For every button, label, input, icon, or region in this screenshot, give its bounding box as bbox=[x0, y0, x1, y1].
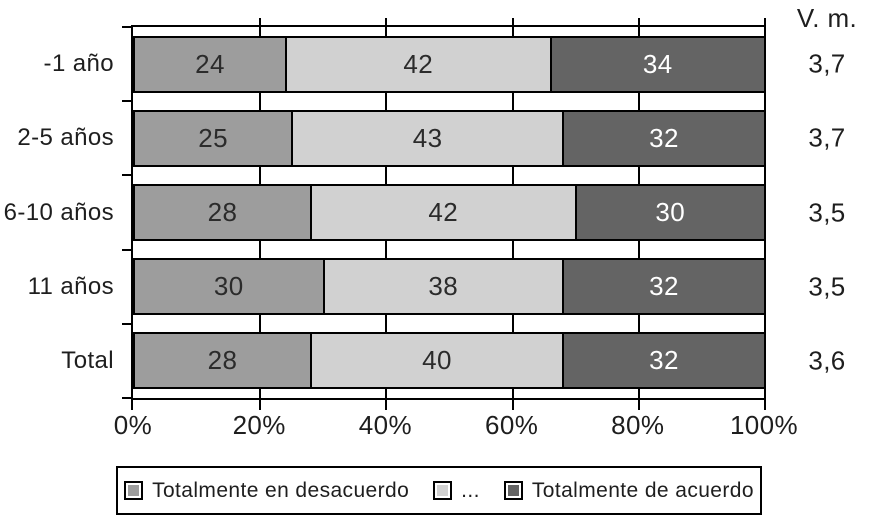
bar-segment: 43 bbox=[291, 109, 564, 167]
bar-segment: 42 bbox=[285, 35, 552, 93]
legend-item: Totalmente de acuerdo bbox=[503, 478, 754, 503]
bar-segment: 24 bbox=[133, 35, 287, 93]
bar-segment: 38 bbox=[322, 258, 564, 316]
bar-segment: 30 bbox=[574, 183, 766, 241]
bar-row: 30 38 32 bbox=[133, 258, 766, 316]
mean-value: 3,6 bbox=[808, 345, 846, 376]
x-axis-label: 80% bbox=[611, 410, 665, 440]
x-tick-20% bbox=[258, 400, 261, 410]
bar-segment: 28 bbox=[133, 183, 312, 241]
x-axis-label: 100% bbox=[729, 410, 799, 440]
right-column-values: 3,7 3,7 3,5 3,5 3,6 bbox=[781, 27, 872, 398]
bar-segment: 32 bbox=[562, 332, 766, 390]
bar-segment: 40 bbox=[310, 332, 564, 390]
x-tick-100% bbox=[764, 400, 766, 410]
legend-swatch-icon bbox=[124, 481, 144, 500]
category-label: 6-10 años bbox=[3, 198, 114, 226]
right-column-header: V. m. bbox=[796, 3, 858, 33]
y-tick bbox=[122, 323, 131, 325]
bar-row: 24 42 34 bbox=[133, 35, 766, 93]
x-axis-label: 0% bbox=[113, 410, 153, 440]
bar-segment: 34 bbox=[549, 35, 766, 93]
bar-segment: 25 bbox=[133, 109, 294, 167]
legend-label: Totalmente de acuerdo bbox=[531, 478, 754, 502]
mean-value: 3,7 bbox=[808, 48, 846, 79]
x-tick-60% bbox=[511, 400, 514, 410]
x-tick-80% bbox=[638, 400, 641, 410]
x-axis-label: 60% bbox=[484, 410, 539, 440]
legend-swatch-icon bbox=[503, 481, 523, 500]
bar-segment: 32 bbox=[562, 109, 766, 167]
y-tick bbox=[122, 174, 131, 176]
top-tick-40 bbox=[385, 18, 388, 25]
y-tick bbox=[122, 26, 131, 28]
legend-item: Totalmente en desacuerdo bbox=[124, 479, 409, 503]
plot-area: 24 42 34 25 43 32 28 42 30 30 38 32 28 40 32 bbox=[122, 18, 766, 410]
bar-segment: 28 bbox=[133, 332, 312, 390]
category-axis: -1 año 2-5 años 6-10 años 11 años Total bbox=[0, 27, 114, 398]
mean-value: 3,7 bbox=[808, 122, 846, 153]
bar-row: 25 43 32 bbox=[133, 109, 766, 167]
legend-label: Totalmente en desacuerdo bbox=[152, 478, 410, 502]
top-tick-60 bbox=[511, 18, 514, 25]
legend-item: ... bbox=[433, 479, 480, 503]
x-axis-label: 20% bbox=[232, 410, 286, 440]
x-tick-0% bbox=[131, 400, 133, 410]
mean-value: 3,5 bbox=[808, 271, 846, 302]
legend-label: ... bbox=[461, 478, 480, 502]
x-tick-40% bbox=[385, 400, 388, 410]
top-tick-20 bbox=[258, 18, 261, 25]
x-axis-label: 40% bbox=[358, 410, 413, 440]
legend: Totalmente en desacuerdo... Totalmente de… bbox=[116, 466, 762, 515]
category-label: 2-5 años bbox=[17, 124, 114, 152]
bar-row: 28 42 30 bbox=[133, 183, 766, 241]
top-tick-80 bbox=[638, 18, 641, 25]
legend-swatch-icon bbox=[433, 481, 453, 500]
y-tick bbox=[122, 249, 131, 251]
top-tick-100 bbox=[764, 18, 766, 25]
category-label: -1 año bbox=[43, 50, 114, 78]
bar-segment: 30 bbox=[133, 258, 325, 316]
category-label: 11 años bbox=[27, 272, 114, 300]
mean-value: 3,5 bbox=[808, 197, 846, 227]
bar-segment: 42 bbox=[310, 183, 577, 241]
y-tick bbox=[122, 397, 131, 399]
bar-segment: 32 bbox=[562, 258, 766, 316]
bar-row: 28 40 32 bbox=[133, 332, 766, 390]
y-tick bbox=[122, 100, 131, 102]
category-label: Total bbox=[61, 346, 114, 374]
x-axis-labels: 0% 20% 40% 60% 80% 100% bbox=[114, 410, 798, 444]
